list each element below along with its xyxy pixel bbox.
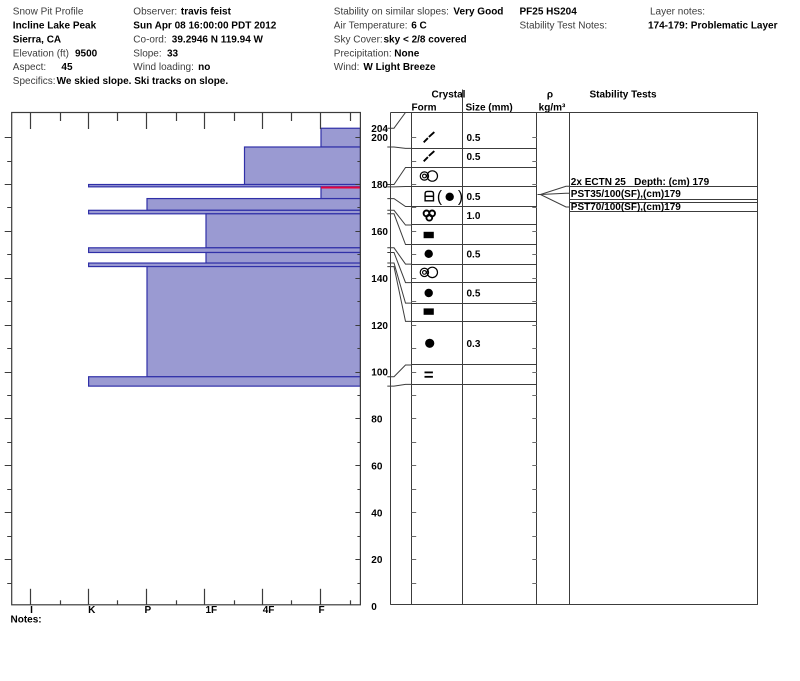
svg-text:Stability Tests: Stability Tests bbox=[589, 90, 656, 101]
svg-text:PF25 HS204: PF25 HS204 bbox=[520, 7, 578, 18]
svg-text:0.5: 0.5 bbox=[467, 289, 481, 300]
svg-text:Form: Form bbox=[412, 103, 437, 114]
svg-text:Precipitation:: Precipitation: bbox=[334, 48, 392, 59]
svg-text:100: 100 bbox=[371, 368, 388, 379]
svg-text:80: 80 bbox=[371, 415, 383, 426]
svg-text:travis feist: travis feist bbox=[181, 7, 232, 18]
svg-text:200: 200 bbox=[371, 133, 388, 144]
svg-text:40: 40 bbox=[371, 508, 383, 519]
svg-text:Stability Test Notes:: Stability Test Notes: bbox=[520, 21, 608, 32]
svg-text:kg/m³: kg/m³ bbox=[539, 103, 566, 114]
svg-text:2x ECTN 25 Depth: (cm) 179: 2x ECTN 25 Depth: (cm) 179 bbox=[571, 177, 710, 188]
svg-text:F: F bbox=[318, 605, 324, 616]
svg-text:0.5: 0.5 bbox=[467, 152, 481, 163]
svg-text:Wind loading:: Wind loading: bbox=[133, 62, 194, 73]
svg-text:K: K bbox=[88, 605, 96, 616]
svg-text:0.5: 0.5 bbox=[467, 133, 481, 144]
svg-text:20: 20 bbox=[371, 555, 383, 566]
svg-text:Elevation (ft): Elevation (ft) bbox=[13, 48, 69, 59]
svg-text:4F: 4F bbox=[263, 605, 275, 616]
svg-text:174-179: Problematic Layer: 174-179: Problematic Layer bbox=[648, 21, 778, 32]
svg-text:0.5: 0.5 bbox=[467, 192, 481, 203]
svg-text:ρ: ρ bbox=[547, 90, 553, 101]
svg-text:Co-ord:: Co-ord: bbox=[133, 34, 166, 45]
svg-text:Aspect:: Aspect: bbox=[13, 62, 46, 73]
svg-text:0: 0 bbox=[371, 602, 377, 613]
svg-text:180: 180 bbox=[371, 180, 388, 191]
svg-text:1F: 1F bbox=[206, 605, 218, 616]
svg-text:sky < 2/8 covered: sky < 2/8 covered bbox=[384, 34, 467, 45]
svg-text:Air Temperature:: Air Temperature: bbox=[334, 21, 408, 32]
svg-text:33: 33 bbox=[167, 48, 179, 59]
svg-text:Sun Apr 08 16:00:00 PDT 2012: Sun Apr 08 16:00:00 PDT 2012 bbox=[133, 21, 276, 32]
svg-text:Wind:: Wind: bbox=[334, 62, 360, 73]
svg-text:Stability on similar slopes:: Stability on similar slopes: bbox=[334, 7, 449, 18]
svg-text:140: 140 bbox=[371, 274, 388, 285]
svg-text:9500: 9500 bbox=[75, 48, 98, 59]
svg-text:60: 60 bbox=[371, 461, 383, 472]
svg-text:Sky Cover:: Sky Cover: bbox=[334, 34, 383, 45]
svg-text:no: no bbox=[198, 62, 210, 73]
svg-text:6 C: 6 C bbox=[411, 21, 427, 32]
svg-text:Snow Pit Profile: Snow Pit Profile bbox=[13, 7, 84, 18]
svg-text:Sierra, CA: Sierra, CA bbox=[13, 34, 61, 45]
svg-text:45: 45 bbox=[61, 62, 73, 73]
svg-text:Crystal: Crystal bbox=[432, 90, 466, 101]
svg-text:204: 204 bbox=[371, 124, 388, 135]
svg-text:W Light Breeze: W Light Breeze bbox=[363, 62, 436, 73]
svg-text:Observer:: Observer: bbox=[133, 7, 177, 18]
svg-text:120: 120 bbox=[371, 321, 388, 332]
svg-text:1.0: 1.0 bbox=[467, 211, 481, 222]
svg-text:0.5: 0.5 bbox=[467, 249, 481, 260]
svg-text:Specifics:: Specifics: bbox=[13, 76, 56, 87]
svg-text:Notes:: Notes: bbox=[11, 615, 42, 626]
svg-text:Slope:: Slope: bbox=[133, 48, 161, 59]
svg-text:39.2946 N 119.94 W: 39.2946 N 119.94 W bbox=[172, 34, 264, 45]
svg-text:PST35/100(SF),(cm)179: PST35/100(SF),(cm)179 bbox=[571, 189, 681, 200]
svg-text:We skied slope. Ski tracks on: We skied slope. Ski tracks on slope. bbox=[57, 76, 229, 87]
svg-text:160: 160 bbox=[371, 227, 388, 238]
svg-text:None: None bbox=[394, 48, 419, 59]
svg-text:(: ( bbox=[437, 188, 443, 205]
svg-text:PST70/100(SF),(cm)179: PST70/100(SF),(cm)179 bbox=[571, 202, 681, 213]
svg-text:): ) bbox=[458, 188, 463, 205]
svg-text:Size (mm): Size (mm) bbox=[466, 103, 513, 114]
svg-text:P: P bbox=[144, 605, 151, 616]
svg-text:Incline Lake Peak: Incline Lake Peak bbox=[13, 21, 97, 32]
svg-text:0.3: 0.3 bbox=[467, 339, 481, 350]
svg-text:Layer notes:: Layer notes: bbox=[650, 7, 705, 18]
svg-text:I: I bbox=[30, 605, 33, 616]
svg-text:Very Good: Very Good bbox=[453, 7, 503, 18]
